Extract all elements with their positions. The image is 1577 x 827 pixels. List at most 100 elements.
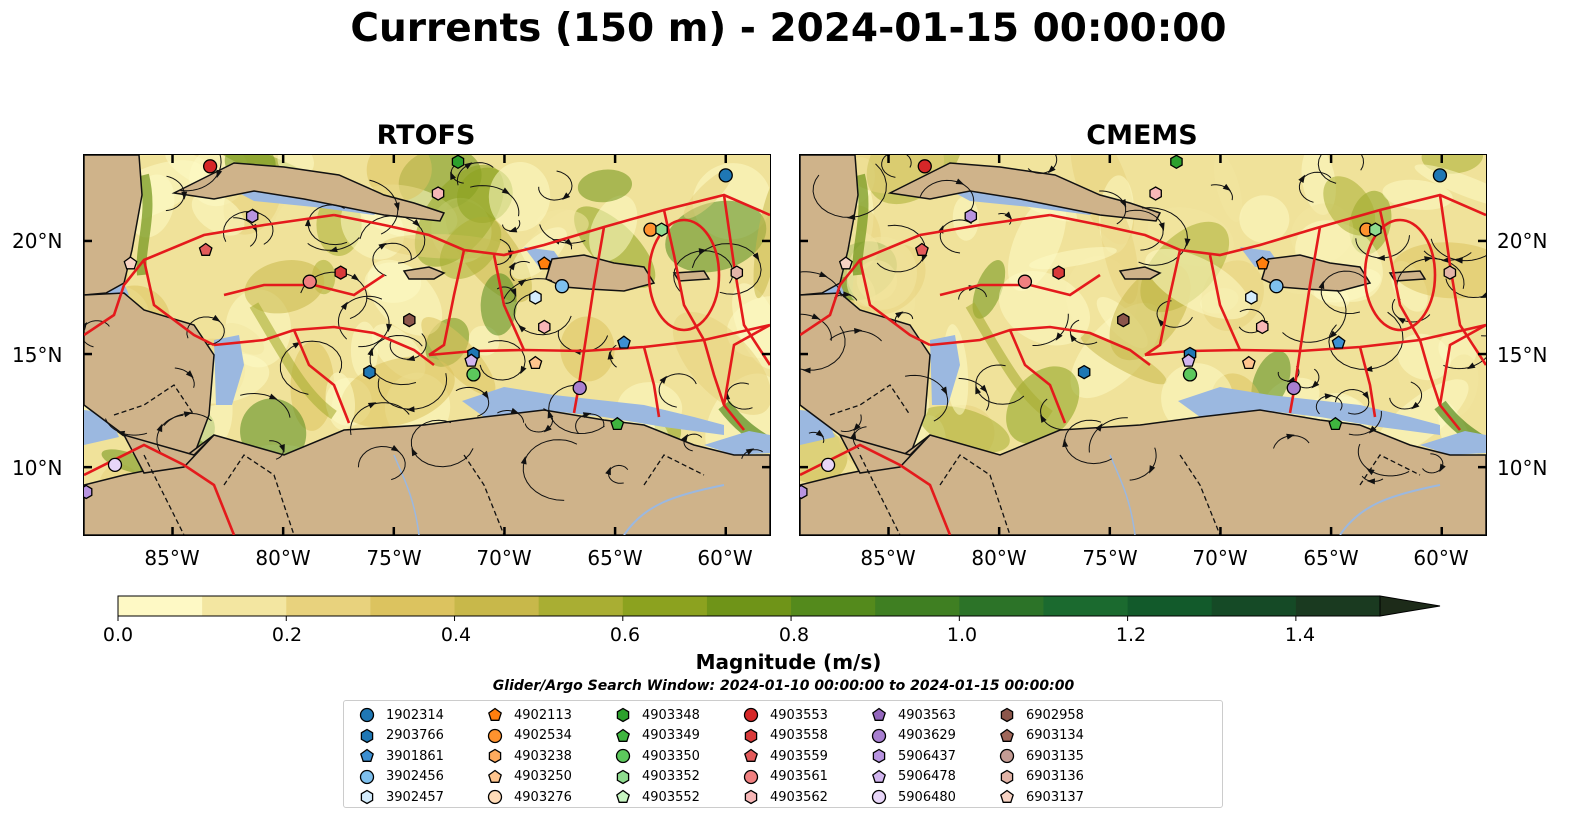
legend-marker-1902314[interactable] xyxy=(359,707,375,723)
lat-label-10n-right: 10°N xyxy=(1497,456,1548,480)
float-marker-3902457[interactable] xyxy=(1245,290,1258,305)
float-marker-4903553[interactable] xyxy=(202,159,218,174)
float-marker-4903348[interactable] xyxy=(451,155,465,170)
legend-marker-4902534[interactable] xyxy=(487,728,503,743)
float-marker-5906437[interactable] xyxy=(800,484,808,500)
float-marker-4903559[interactable] xyxy=(915,242,929,256)
legend-label: 4903562 xyxy=(770,789,828,805)
legend-label: 6903134 xyxy=(1026,728,1084,743)
map-panel-cmems[interactable] xyxy=(799,154,1487,536)
float-marker-2903766[interactable] xyxy=(363,364,376,380)
float-marker-6903136[interactable] xyxy=(730,265,744,280)
float-marker-2903766[interactable] xyxy=(1077,364,1091,380)
float-marker-1902314[interactable] xyxy=(718,168,733,183)
legend-marker-4903350[interactable] xyxy=(615,748,631,764)
float-marker-5906478[interactable] xyxy=(464,353,479,367)
panel-title-rtofs: RTOFS xyxy=(376,120,476,151)
colorbar-ticks: 0.0 0.2 0.4 0.6 0.8 1.0 1.2 1.4 xyxy=(0,624,1577,650)
legend-marker-6903135[interactable] xyxy=(999,748,1015,764)
legend-marker-4903563[interactable] xyxy=(872,707,886,721)
float-marker-3902456[interactable] xyxy=(1269,279,1284,294)
legend-marker-2903766[interactable] xyxy=(360,728,374,743)
legend-marker-6903137[interactable] xyxy=(1000,789,1014,803)
float-marker-6903137[interactable] xyxy=(123,256,138,270)
float-marker-4903562[interactable] xyxy=(431,186,445,201)
hexagon-marker-icon xyxy=(1000,707,1014,723)
legend-marker-4903561[interactable] xyxy=(743,769,759,784)
float-marker-4903349[interactable] xyxy=(1328,416,1343,431)
legend-marker-4903349[interactable] xyxy=(616,728,630,742)
float-marker-5906437[interactable] xyxy=(964,208,978,224)
float-marker-4902113[interactable] xyxy=(1255,256,1270,270)
float-marker-4903561[interactable] xyxy=(1017,274,1033,289)
float-marker-4903350[interactable] xyxy=(466,367,481,382)
legend-marker-4903562[interactable] xyxy=(744,789,758,805)
legend-marker-3901861[interactable] xyxy=(360,748,374,762)
legend-label: 4902113 xyxy=(514,707,572,723)
legend-marker-4903629[interactable] xyxy=(871,728,887,743)
float-marker-3902457[interactable] xyxy=(529,290,542,305)
float-marker-5906480[interactable] xyxy=(107,457,123,473)
float-marker-4903562[interactable] xyxy=(1255,319,1269,335)
float-marker-4903561[interactable] xyxy=(302,274,317,289)
float-marker-4903629[interactable] xyxy=(572,380,587,396)
float-marker-4903558[interactable] xyxy=(334,265,347,280)
hexagon-marker-icon xyxy=(1000,769,1014,784)
map-panel-rtofs[interactable] xyxy=(83,154,771,536)
legend-marker-4903238[interactable] xyxy=(488,748,502,764)
country-border xyxy=(1179,454,1221,535)
land-mass xyxy=(1118,266,1162,280)
legend-marker-6902958[interactable] xyxy=(1000,707,1014,723)
float-marker-4903250[interactable] xyxy=(528,355,543,370)
legend-marker-4902113[interactable] xyxy=(488,707,502,721)
float-marker-5906437[interactable] xyxy=(245,208,259,224)
legend-marker-4903276[interactable] xyxy=(487,789,503,805)
float-marker-3901861[interactable] xyxy=(1331,335,1346,349)
colorbar-segment xyxy=(1043,596,1129,616)
float-marker-4903352[interactable] xyxy=(1369,222,1382,237)
legend-marker-6903134[interactable] xyxy=(1000,728,1014,742)
legend-label: 3902456 xyxy=(386,769,444,784)
float-marker-4903562[interactable] xyxy=(1149,186,1162,201)
float-marker-4903348[interactable] xyxy=(1170,155,1183,170)
lon-label-75w-left: 75°W xyxy=(366,546,422,570)
float-marker-4903559[interactable] xyxy=(198,242,213,256)
legend-marker-5906480[interactable] xyxy=(871,789,887,805)
colorbar-segment xyxy=(202,596,287,616)
float-marker-3902456[interactable] xyxy=(554,279,570,294)
float-marker-4902534[interactable] xyxy=(643,222,658,237)
legend-marker-5906478[interactable] xyxy=(872,769,886,783)
legend-marker-4903352[interactable] xyxy=(616,769,630,784)
legend-marker-4903559[interactable] xyxy=(744,748,758,762)
country-border xyxy=(643,454,705,486)
float-marker-6903136[interactable] xyxy=(1443,265,1457,280)
float-marker-4903350[interactable] xyxy=(1182,367,1198,382)
legend-marker-5906437[interactable] xyxy=(872,748,886,764)
legend-marker-6903136[interactable] xyxy=(1000,769,1014,784)
legend-marker-4903552[interactable] xyxy=(616,789,630,803)
float-marker-4902113[interactable] xyxy=(537,256,552,270)
legend-marker-3902457[interactable] xyxy=(360,789,374,805)
float-marker-4903629[interactable] xyxy=(1286,380,1301,396)
float-marker-4903558[interactable] xyxy=(1052,265,1065,280)
float-marker-6902958[interactable] xyxy=(1117,312,1130,328)
colorbar xyxy=(117,595,1441,621)
float-marker-4903562[interactable] xyxy=(538,319,551,335)
float-marker-3901861[interactable] xyxy=(617,335,631,349)
country-border xyxy=(1359,454,1421,486)
float-marker-5906437[interactable] xyxy=(84,484,93,500)
float-marker-4903250[interactable] xyxy=(1241,355,1256,370)
float-marker-5906480[interactable] xyxy=(820,457,836,473)
legend-marker-4903553[interactable] xyxy=(743,707,759,723)
float-marker-1902314[interactable] xyxy=(1432,168,1448,183)
legend-marker-4903348[interactable] xyxy=(616,707,630,723)
float-marker-4903352[interactable] xyxy=(655,222,668,237)
float-marker-6903137[interactable] xyxy=(838,256,853,270)
float-marker-5906478[interactable] xyxy=(1181,353,1196,367)
float-marker-4903349[interactable] xyxy=(610,416,625,431)
legend-marker-4903250[interactable] xyxy=(488,769,502,783)
legend-marker-4903558[interactable] xyxy=(744,728,758,743)
float-marker-4903553[interactable] xyxy=(917,159,932,174)
float-marker-6902958[interactable] xyxy=(403,312,416,328)
legend-marker-3902456[interactable] xyxy=(359,769,375,784)
